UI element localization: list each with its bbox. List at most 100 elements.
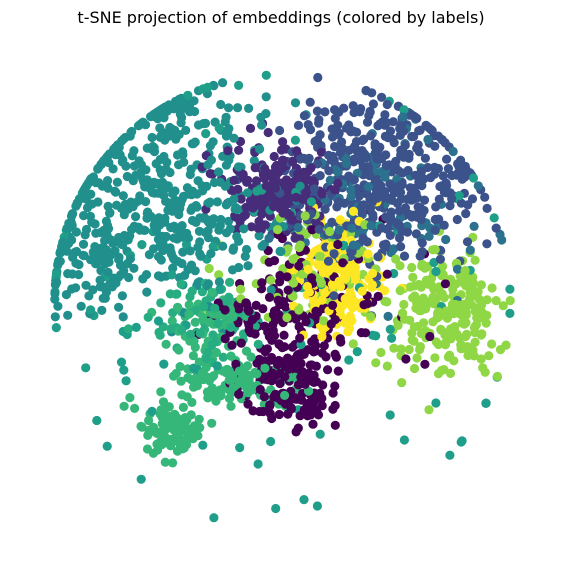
scatter-point-label-1 [250,163,260,173]
scatter-point-label-2 [365,106,375,117]
scatter-point-label-7 [459,318,469,328]
scatter-point-label-4 [221,112,231,122]
scatter-point-label-0 [295,333,305,343]
scatter-point-label-7 [395,286,405,296]
scatter-point-label-4 [76,301,86,311]
scatter-point-label-4 [99,243,109,253]
scatter-point-label-4 [214,167,224,177]
scatter-point-label-4 [114,302,124,312]
scatter-point-label-0 [264,257,274,267]
scatter-point-label-4 [203,279,213,289]
scatter-point-label-0 [265,409,275,419]
scatter-point-label-8 [368,268,378,278]
scatter-point-label-6 [156,387,166,397]
scatter-point-label-7 [456,340,466,350]
scatter-point-label-4 [129,263,139,273]
scatter-point-label-4 [290,98,301,108]
scatter-point-label-7 [407,328,417,338]
scatter-point-label-5 [165,289,175,299]
scatter-point-label-1 [276,160,286,170]
scatter-point-label-7 [315,251,325,261]
scatter-point-label-2 [399,251,410,261]
scatter-point-label-2 [320,107,330,117]
scatter-point-label-4 [170,224,180,234]
scatter-point-label-2 [381,161,391,171]
scatter-point-label-6 [175,362,185,372]
scatter-point-label-7 [236,284,246,294]
scatter-point-label-0 [308,407,318,417]
scatter-point-label-4 [110,186,120,196]
scatter-point-label-2 [431,202,441,212]
scatter-point-label-9 [121,376,131,386]
scatter-point-label-1 [270,183,280,193]
scatter-point-label-4 [90,219,100,229]
scatter-point-label-9 [234,80,244,90]
scatter-point-label-0 [265,401,275,411]
scatter-point-label-6 [176,426,186,436]
scatter-point-label-4 [154,188,164,198]
scatter-point-label-4 [140,182,150,192]
scatter-point-label-0 [244,325,254,335]
scatter-point-label-6 [187,397,197,407]
scatter-point-label-4 [206,155,216,165]
scatter-point-label-0 [251,300,261,310]
scatter-point-label-4 [134,156,144,166]
scatter-point-label-7 [393,320,403,330]
scatter-point-label-4 [149,220,159,230]
scatter-point-label-2 [299,111,309,121]
scatter-point-label-4 [93,197,103,207]
scatter-point-label-7 [460,266,470,276]
scatter-point-label-5 [177,325,187,335]
scatter-point-label-4 [150,108,161,118]
scatter-point-label-0 [330,420,340,430]
scatter-point-label-2 [377,92,387,102]
scatter-point-label-7 [445,368,456,378]
scatter-point-label-4 [106,235,116,245]
scatter-point-label-0 [259,392,269,402]
scatter-point-label-6 [177,390,187,400]
scatter-point-label-2 [323,256,334,266]
scatter-point-label-4 [125,254,135,264]
scatter-point-label-7 [471,291,481,301]
scatter-point-label-7 [452,308,462,318]
scatter-point-label-7 [424,405,434,415]
scatter-point-label-4 [139,225,149,235]
scatter-point-label-1 [306,163,316,173]
scatter-point-label-4 [179,157,189,167]
scatter-point-label-1 [246,200,256,210]
scatter-point-label-0 [294,361,304,371]
scatter-point-label-4 [162,157,172,167]
scatter-point-label-4 [114,254,124,265]
scatter-point-label-2 [423,122,433,132]
scatter-point-label-4 [68,209,78,219]
scatter-point-label-4 [212,197,222,207]
chart-title: t-SNE projection of embeddings (colored … [77,8,485,27]
scatter-point-label-3 [383,311,393,321]
scatter-point-label-7 [400,314,410,324]
scatter-point-label-1 [281,181,291,191]
scatter-point-label-4 [135,191,145,201]
scatter-point-label-2 [433,131,443,141]
scatter-point-label-4 [243,261,253,271]
scatter-point-label-4 [255,144,265,154]
scatter-point-label-5 [199,302,209,312]
scatter-point-label-6 [189,421,199,431]
scatter-point-label-4 [178,150,188,160]
scatter-point-label-0 [275,312,285,322]
scatter-point-label-7 [505,296,515,306]
scatter-point-label-2 [425,173,436,183]
scatter-point-label-2 [409,131,419,142]
scatter-point-label-6 [172,446,183,456]
scatter-point-label-7 [470,337,480,347]
scatter-point-label-6 [190,317,200,327]
scatter-point-label-7 [479,313,489,323]
scatter-point-label-9 [147,406,157,416]
scatter-point-label-9 [198,440,208,450]
scatter-point-label-4 [161,231,171,242]
scatter-point-label-0 [257,278,267,288]
scatter-point-label-4 [195,237,205,247]
scatter-point-label-7 [420,262,430,272]
scatter-point-label-2 [395,221,405,231]
scatter-point-label-0 [268,368,278,378]
scatter-point-label-6 [125,393,135,403]
